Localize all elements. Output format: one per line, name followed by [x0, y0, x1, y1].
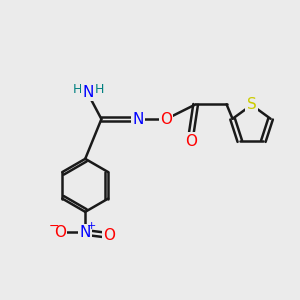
Text: O: O	[160, 112, 172, 127]
Text: N: N	[133, 112, 144, 127]
Text: O: O	[54, 225, 66, 240]
Text: −: −	[49, 220, 59, 232]
Text: N: N	[80, 225, 91, 240]
Text: +: +	[87, 221, 96, 231]
Text: O: O	[185, 134, 197, 149]
Text: N: N	[82, 85, 94, 100]
Text: H: H	[72, 83, 82, 96]
Text: S: S	[247, 98, 256, 112]
Text: O: O	[103, 228, 115, 243]
Text: H: H	[95, 83, 104, 96]
